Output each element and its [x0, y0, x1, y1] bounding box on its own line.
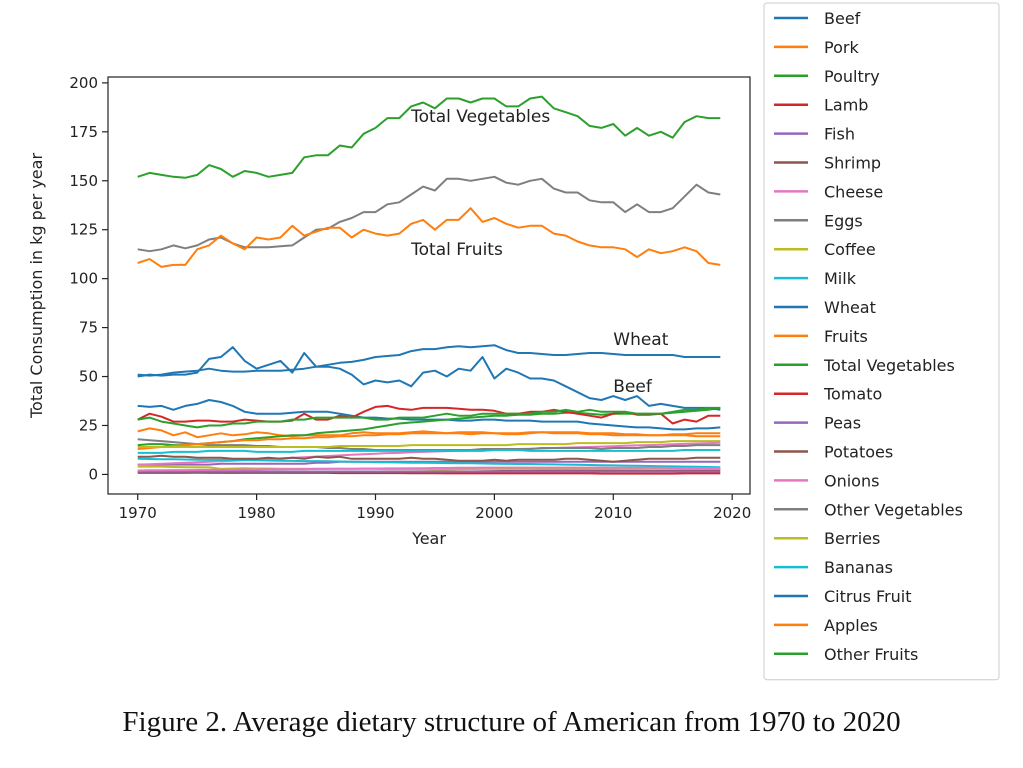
legend-entry: Lamb	[824, 96, 868, 115]
y-tick-label: 200	[69, 74, 98, 92]
annotation: Total Vegetables	[410, 107, 550, 127]
series-line-8	[137, 465, 721, 471]
series-line-12	[137, 95, 721, 179]
legend-entry: Shrimp	[824, 154, 881, 173]
x-tick-label: 2000	[475, 504, 513, 522]
plot-lines	[137, 95, 721, 475]
annotation: Beef	[613, 377, 653, 397]
series-line-19	[137, 449, 721, 454]
y-tick-label: 0	[88, 465, 98, 483]
series-line-20	[137, 346, 721, 411]
y-axis: 0 25 50 75 100 125 150 175 200	[69, 74, 108, 483]
legend-entry: Eggs	[824, 211, 863, 230]
legend-entry: Coffee	[824, 240, 876, 259]
series-line-11	[137, 431, 721, 450]
y-axis-label: Total Consumption in kg per year	[27, 153, 46, 419]
legend-entry: Apples	[824, 616, 878, 635]
figure-caption: Figure 2. Average dietary structure of A…	[122, 706, 901, 738]
y-tick-label: 125	[69, 221, 98, 239]
legend-entry: Bananas	[824, 558, 893, 577]
y-tick-label: 100	[69, 270, 98, 288]
series-line-10	[137, 344, 721, 377]
x-tick-label: 1970	[119, 504, 157, 522]
line-chart: 1970 1980 1990 2000 2010 2020 0 25 50 75 100 125 15…	[27, 2, 1000, 681]
series-line-15	[137, 454, 721, 463]
series-line-22	[137, 406, 721, 429]
annotation: Wheat	[613, 330, 668, 350]
series-line-16	[137, 466, 721, 472]
x-axis: 1970 1980 1990 2000 2010 2020	[119, 494, 751, 522]
annotations: Total Vegetables Total Fruits Wheat Beef	[410, 107, 669, 397]
legend-entry: Tomato	[823, 385, 882, 404]
annotation: Total Fruits	[410, 240, 503, 260]
y-tick-label: 175	[69, 123, 98, 141]
x-tick-label: 1980	[238, 504, 276, 522]
legend-entry: Peas	[824, 414, 861, 433]
x-axis-label: Year	[411, 529, 446, 548]
y-tick-label: 75	[79, 319, 98, 337]
legend-entry: Other Fruits	[824, 645, 918, 664]
y-tick-label: 50	[79, 368, 98, 386]
x-tick-label: 2010	[594, 504, 632, 522]
legend-entry: Milk	[824, 269, 857, 288]
legend-entry: Total Vegetables	[823, 356, 955, 375]
series-line-1	[137, 427, 721, 439]
legend-entry: Beef	[824, 9, 861, 28]
legend-box	[763, 2, 1000, 681]
series-line-0	[137, 399, 721, 431]
legend-entry: Potatoes	[824, 443, 893, 462]
legend-entry: Berries	[824, 529, 880, 548]
y-tick-label: 25	[79, 416, 98, 434]
legend-entry: Onions	[824, 471, 879, 490]
legend: Beef Pork Poultry Lamb Fish Shrimp Cheese Eggs C…	[763, 2, 1000, 681]
legend-entry: Wheat	[824, 298, 876, 317]
series-line-21	[137, 207, 721, 268]
legend-entry: Fish	[824, 125, 855, 144]
x-tick-label: 2020	[713, 504, 751, 522]
legend-entry: Other Vegetables	[824, 500, 963, 519]
series-line-9	[137, 457, 721, 469]
legend-entry: Poultry	[824, 67, 880, 86]
legend-entry: Cheese	[824, 182, 883, 201]
legend-entry: Pork	[824, 38, 859, 57]
y-tick-label: 150	[69, 172, 98, 190]
plot-frame	[107, 76, 751, 495]
legend-entry: Citrus Fruit	[824, 587, 912, 606]
x-tick-label: 1990	[356, 504, 394, 522]
series-line-18	[137, 440, 721, 448]
legend-entry: Fruits	[824, 327, 868, 346]
